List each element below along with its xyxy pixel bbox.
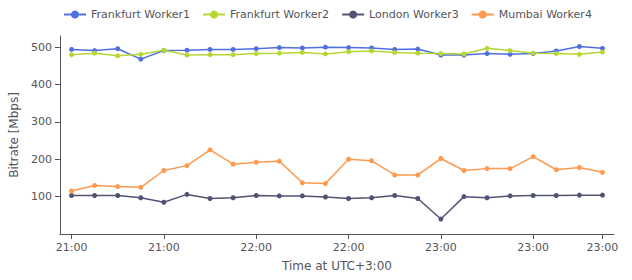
svg-text:400: 400 <box>31 78 52 91</box>
svg-text:London Worker3: London Worker3 <box>369 8 459 21</box>
svg-text:23:00: 23:00 <box>587 241 619 254</box>
svg-text:22:00: 22:00 <box>333 241 365 254</box>
svg-text:Bitrate [Mbps]: Bitrate [Mbps] <box>7 92 21 178</box>
svg-text:23:00: 23:00 <box>517 241 549 254</box>
svg-text:Time at UTC+3:00: Time at UTC+3:00 <box>281 259 392 273</box>
svg-text:21:00: 21:00 <box>56 241 88 254</box>
svg-text:Mumbai Worker4: Mumbai Worker4 <box>499 8 592 21</box>
svg-text:Frankfurt Worker1: Frankfurt Worker1 <box>91 8 190 21</box>
svg-text:21:00: 21:00 <box>148 241 180 254</box>
svg-text:22:00: 22:00 <box>240 241 272 254</box>
svg-text:23:00: 23:00 <box>425 241 457 254</box>
svg-text:300: 300 <box>31 115 52 128</box>
svg-text:500: 500 <box>31 41 52 54</box>
svg-text:Frankfurt Worker2: Frankfurt Worker2 <box>230 8 329 21</box>
svg-text:100: 100 <box>31 190 52 203</box>
svg-text:200: 200 <box>31 153 52 166</box>
